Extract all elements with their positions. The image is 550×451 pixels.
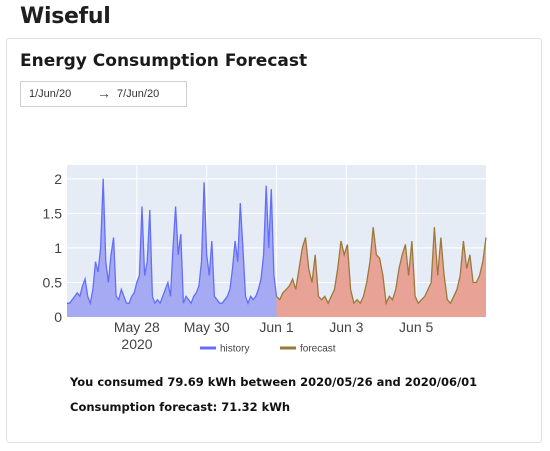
arrow-right-icon: →: [97, 85, 111, 101]
axis-layer: 2020 0 0.5 1 1.5 2 May 28 May 30 Jun 1 Jun 3 Jun …: [43, 171, 434, 352]
forecast-line: [276, 227, 487, 306]
x-tick-label: May 28: [114, 319, 160, 335]
y-tick-label: 0: [54, 309, 62, 325]
card-title: Energy Consumption Forecast: [20, 51, 308, 71]
app-title: Wiseful: [20, 4, 111, 29]
end-date-input[interactable]: 7/Jun/20: [117, 88, 160, 100]
x-axis-year-label: 2020: [121, 336, 152, 352]
x-tick-label: May 30: [184, 319, 230, 335]
consumed-summary: You consumed 79.69 kWh between 2020/05/2…: [70, 375, 478, 389]
y-tick-label: 2: [54, 171, 62, 187]
history-line: [67, 178, 278, 306]
y-tick-label: 0.5: [43, 274, 63, 290]
date-range-picker[interactable]: 1/Jun/20 → 7/Jun/20: [20, 81, 187, 107]
x-tick-label: Jun 1: [259, 319, 293, 335]
x-tick-label: Jun 3: [329, 319, 363, 335]
legend-forecast-label: forecast: [300, 344, 336, 355]
series-layer: [67, 178, 487, 317]
legend-history-label: history: [220, 344, 249, 355]
y-tick-label: 1: [54, 240, 62, 256]
legend[interactable]: history forecast: [200, 344, 336, 355]
x-tick-label: Jun 5: [399, 319, 433, 335]
y-tick-label: 1.5: [43, 205, 63, 221]
forecast-summary: Consumption forecast: 71.32 kWh: [70, 400, 291, 414]
start-date-input[interactable]: 1/Jun/20: [29, 88, 72, 100]
